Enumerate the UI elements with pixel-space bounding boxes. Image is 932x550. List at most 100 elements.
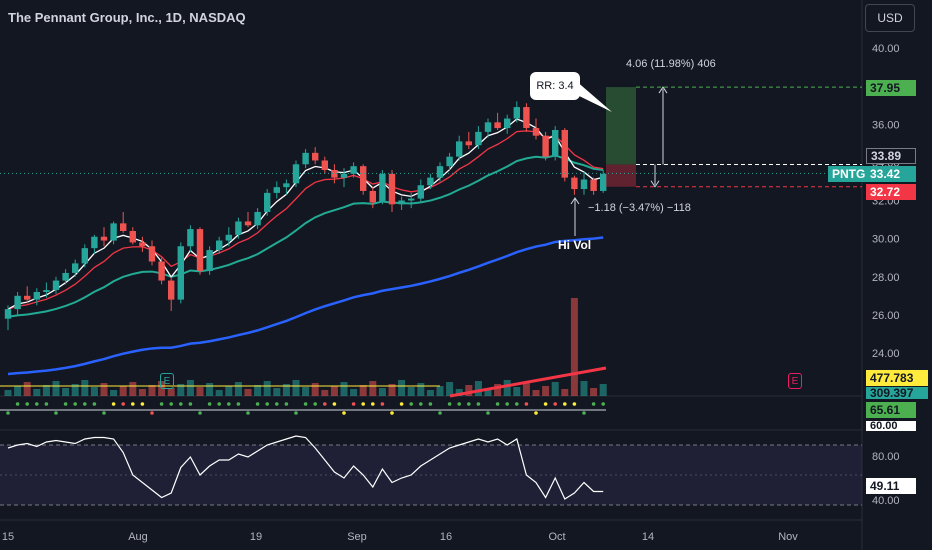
- candle-body[interactable]: [148, 246, 156, 262]
- candle-body[interactable]: [398, 200, 405, 205]
- candle-body[interactable]: [446, 156, 453, 167]
- signal-dot: [121, 402, 125, 406]
- candle-body[interactable]: [504, 118, 511, 129]
- candle-body[interactable]: [216, 240, 223, 251]
- candle-body[interactable]: [350, 166, 357, 174]
- candle-body[interactable]: [465, 141, 472, 146]
- hi-vol-label: Hi Vol: [558, 238, 592, 252]
- ema-slow-line: [7, 154, 604, 318]
- signal-dot: [246, 411, 250, 415]
- candle-body[interactable]: [542, 135, 549, 157]
- candle-body[interactable]: [456, 141, 463, 157]
- candle-body[interactable]: [177, 246, 184, 300]
- earnings-marker-upcoming[interactable]: E: [788, 373, 802, 389]
- candle-body[interactable]: [408, 198, 415, 201]
- candle-body[interactable]: [33, 292, 40, 300]
- signal-dot: [361, 402, 366, 406]
- candle-body[interactable]: [273, 187, 280, 193]
- currency-button[interactable]: USD: [865, 4, 915, 32]
- candle-body[interactable]: [139, 242, 146, 247]
- candle-body[interactable]: [388, 173, 396, 205]
- time-axis-label: Sep: [347, 531, 367, 543]
- candle-body[interactable]: [360, 166, 367, 191]
- volume-bar: [110, 390, 118, 396]
- volume-bar: [522, 383, 530, 396]
- candle-body[interactable]: [600, 173, 607, 191]
- candle-body[interactable]: [158, 261, 165, 281]
- volume-bar: [206, 383, 214, 396]
- candle-body[interactable]: [561, 129, 568, 178]
- candle-body[interactable]: [590, 179, 597, 191]
- signal-dot: [447, 402, 452, 406]
- rsi-40-label: 40.00: [872, 496, 900, 506]
- candle-body[interactable]: [91, 236, 98, 249]
- candle-body[interactable]: [244, 221, 252, 226]
- volume-bar: [33, 389, 41, 396]
- candle-body[interactable]: [206, 250, 213, 272]
- candle-body[interactable]: [513, 107, 520, 119]
- volume-bar: [599, 384, 607, 396]
- candle-body[interactable]: [484, 122, 492, 132]
- candle-body[interactable]: [532, 128, 540, 136]
- candle-body[interactable]: [187, 229, 194, 247]
- candle-body[interactable]: [196, 229, 204, 272]
- candle-body[interactable]: [235, 221, 242, 235]
- signal-dot: [582, 411, 586, 415]
- price-axis-tick: 36.00: [872, 119, 900, 131]
- rr-callout[interactable]: RR: 3.4: [530, 72, 580, 100]
- candle-body[interactable]: [14, 295, 21, 310]
- candle-body[interactable]: [494, 122, 501, 129]
- position-stop-zone[interactable]: [606, 164, 636, 187]
- time-axis-label: 14: [642, 531, 654, 543]
- candle-body[interactable]: [43, 290, 50, 292]
- candle-body[interactable]: [120, 223, 127, 231]
- volume-bar: [282, 384, 290, 396]
- candle-body[interactable]: [340, 173, 348, 178]
- volume-bar: [551, 382, 559, 396]
- candle-body[interactable]: [24, 295, 31, 300]
- position-target-zone[interactable]: [606, 87, 636, 165]
- candle-body[interactable]: [571, 177, 578, 190]
- volume-ma-tag: 477.783 K: [866, 370, 928, 401]
- candle-body[interactable]: [225, 234, 232, 241]
- candle-body[interactable]: [81, 248, 88, 264]
- candle-body[interactable]: [312, 152, 319, 161]
- candle-body[interactable]: [110, 223, 117, 241]
- time-axis-label: 19: [250, 531, 262, 543]
- candle-body[interactable]: [168, 280, 175, 300]
- candle-body[interactable]: [100, 236, 108, 241]
- candle-body[interactable]: [302, 152, 309, 165]
- candle-body[interactable]: [283, 183, 290, 188]
- candle-body[interactable]: [369, 190, 376, 203]
- signal-dot: [591, 402, 596, 406]
- signal-dot: [207, 402, 212, 406]
- candle-body[interactable]: [331, 170, 338, 178]
- volume-bar: [369, 381, 377, 396]
- candle-body[interactable]: [4, 309, 12, 319]
- candle-body[interactable]: [62, 272, 69, 281]
- entry-price-tag: 33.89: [866, 148, 916, 164]
- signal-dot: [438, 411, 442, 415]
- candle-body[interactable]: [475, 131, 482, 146]
- volume-bar: [273, 388, 281, 396]
- earnings-marker[interactable]: E: [160, 373, 174, 389]
- symbol-tag: PNTG: [828, 166, 866, 182]
- candle-body[interactable]: [264, 192, 271, 212]
- candle-body[interactable]: [129, 231, 136, 243]
- earnings-marker-text: E: [163, 375, 171, 387]
- candle-body[interactable]: [417, 185, 424, 199]
- candle-body[interactable]: [321, 160, 328, 170]
- candle-body[interactable]: [254, 211, 261, 226]
- candle-body[interactable]: [72, 263, 79, 273]
- candle-body[interactable]: [580, 179, 588, 190]
- candle-body[interactable]: [436, 166, 444, 178]
- signal-dot: [236, 402, 241, 406]
- candle-body[interactable]: [52, 280, 60, 291]
- candle-body[interactable]: [427, 177, 434, 186]
- candle-body[interactable]: [552, 129, 559, 157]
- volume-bar: [330, 386, 338, 396]
- candle-body[interactable]: [523, 107, 530, 129]
- candle-body[interactable]: [379, 173, 386, 203]
- signal-dot: [572, 402, 577, 406]
